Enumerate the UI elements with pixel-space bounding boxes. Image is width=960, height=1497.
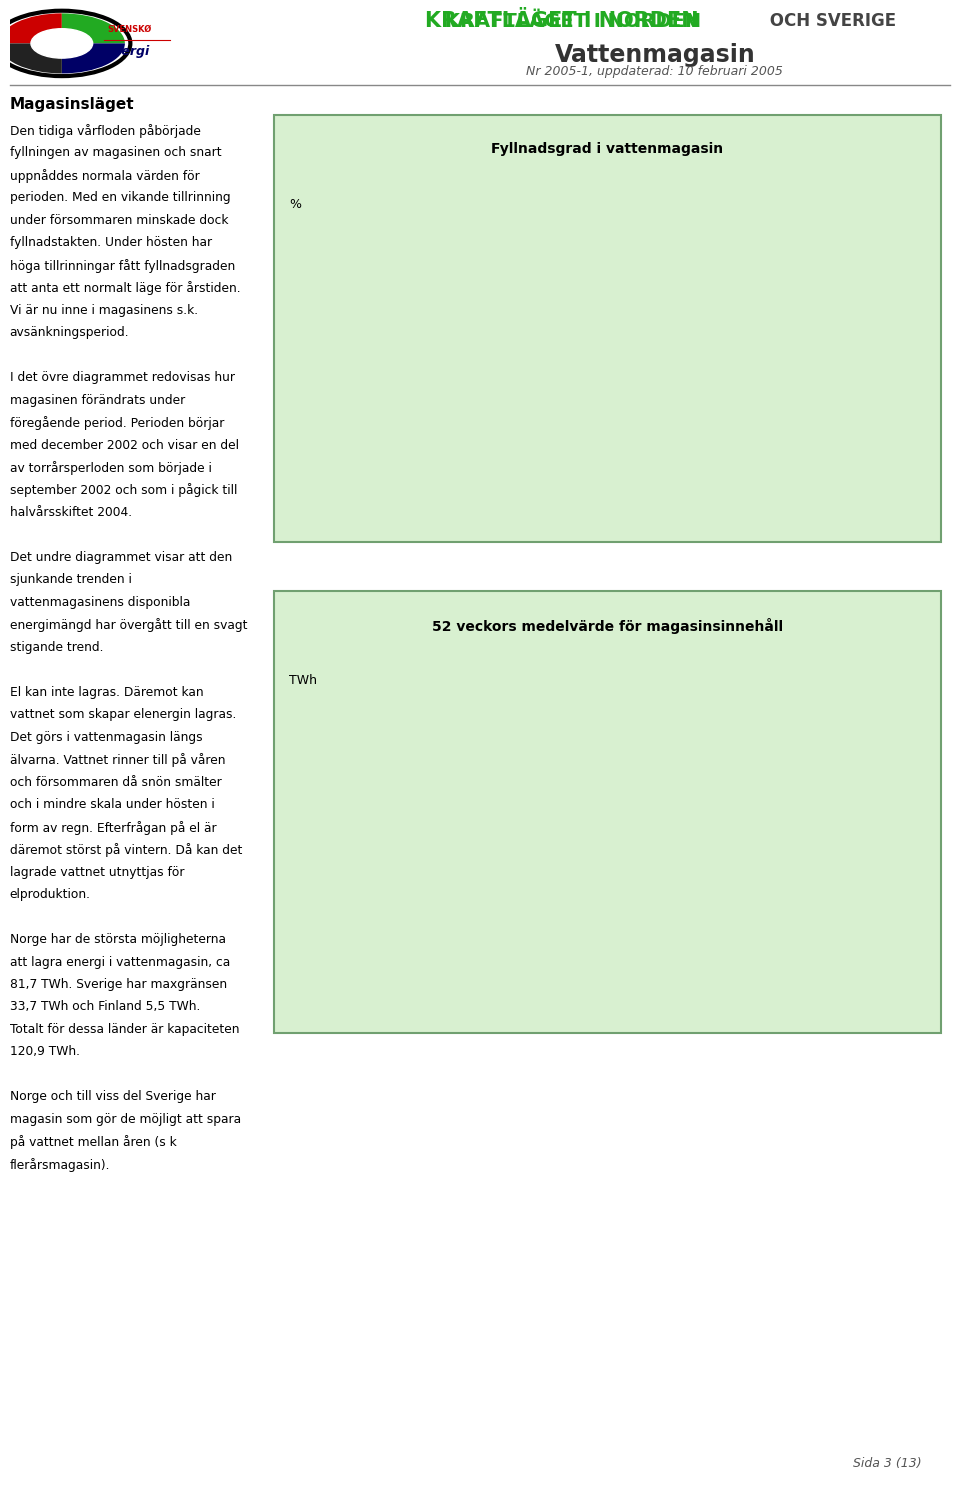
Text: Innevarande period, Norden: Innevarande period, Norden: [586, 799, 732, 810]
Text: I det övre diagrammet redovisas hur: I det övre diagrammet redovisas hur: [10, 371, 234, 385]
Text: halvårsskiftet 2004.: halvårsskiftet 2004.: [10, 506, 132, 519]
Text: fyllnadstakten. Under hösten har: fyllnadstakten. Under hösten har: [10, 237, 212, 250]
Text: och försommaren då snön smälter: och försommaren då snön smälter: [10, 775, 222, 789]
Text: älvarna. Vattnet rinner till på våren: älvarna. Vattnet rinner till på våren: [10, 753, 225, 768]
Text: KRAFTLÄGET I NORDEN OCH SVERIGE: KRAFTLÄGET I NORDEN OCH SVERIGE: [372, 10, 751, 28]
Text: att lagra energi i vattenmagasin, ca: att lagra energi i vattenmagasin, ca: [10, 955, 229, 969]
Text: energi: energi: [105, 45, 150, 58]
Text: höga tillrinningar fått fyllnadsgraden: höga tillrinningar fått fyllnadsgraden: [10, 259, 235, 272]
Text: Fyllnadsgrad i vattenmagasin: Fyllnadsgrad i vattenmagasin: [492, 142, 723, 156]
Text: Medel: Medel: [675, 392, 706, 403]
Text: stigande trend.: stigande trend.: [10, 641, 103, 654]
Text: El kan inte lagras. Däremot kan: El kan inte lagras. Däremot kan: [10, 686, 204, 699]
Text: avsänkningsperiod.: avsänkningsperiod.: [10, 326, 130, 340]
Text: SVENSKØ: SVENSKØ: [108, 25, 152, 34]
Text: föregående period. Perioden börjar: föregående period. Perioden börjar: [10, 416, 224, 430]
Text: magasin som gör de möjligt att spara: magasin som gör de möjligt att spara: [10, 1112, 241, 1126]
Text: Innevarande period, Sverige: Innevarande period, Sverige: [586, 852, 733, 862]
Text: Max - min, 1995 -: Max - min, 1995 -: [675, 377, 766, 388]
Text: Det görs i vattenmagasin längs: Det görs i vattenmagasin längs: [10, 731, 203, 744]
Text: 52 veckors medelvärde för magasinsinnehåll: 52 veckors medelvärde för magasinsinnehå…: [432, 618, 782, 635]
Text: Vattenmagasin: Vattenmagasin: [555, 43, 756, 67]
Text: lagrade vattnet utnyttjas för: lagrade vattnet utnyttjas för: [10, 865, 184, 879]
Text: med december 2002 och visar en del: med december 2002 och visar en del: [10, 439, 239, 452]
Text: 120,9 TWh.: 120,9 TWh.: [10, 1045, 80, 1058]
Text: KRAFTLÄGET I NORDEN: KRAFTLÄGET I NORDEN: [444, 12, 701, 31]
Text: fyllningen av magasinen och snart: fyllningen av magasinen och snart: [10, 147, 221, 159]
Text: Vi är nu inne i magasinens s.k.: Vi är nu inne i magasinens s.k.: [10, 304, 198, 317]
Text: Innevarande period, Norden: Innevarande period, Norden: [675, 406, 822, 415]
Text: Norge och till viss del Sverige har: Norge och till viss del Sverige har: [10, 1090, 215, 1103]
Text: vattenmagasinens disponibla: vattenmagasinens disponibla: [10, 596, 190, 609]
Text: OCH SVERIGE: OCH SVERIGE: [764, 12, 896, 30]
Text: %: %: [289, 198, 301, 211]
Text: Magasinsläget: Magasinsläget: [10, 97, 134, 112]
Wedge shape: [0, 43, 61, 73]
Text: Nr 2005-1, uppdaterad: 10 februari 2005: Nr 2005-1, uppdaterad: 10 februari 2005: [526, 64, 783, 78]
Text: flerårsmagasin).: flerårsmagasin).: [10, 1157, 110, 1172]
Text: Föregående period, Norden: Föregående period, Norden: [675, 416, 817, 428]
Text: perioden. Med en vikande tillrinning: perioden. Med en vikande tillrinning: [10, 192, 230, 204]
Wedge shape: [0, 13, 61, 43]
FancyBboxPatch shape: [624, 374, 665, 391]
Text: form av regn. Efterfrågan på el är: form av regn. Efterfrågan på el är: [10, 820, 216, 835]
Text: av torrårsperloden som började i: av torrårsperloden som började i: [10, 461, 211, 475]
Text: Sida 3 (13): Sida 3 (13): [853, 1457, 922, 1470]
Text: under försommaren minskade dock: under försommaren minskade dock: [10, 214, 228, 226]
Text: elproduktion.: elproduktion.: [10, 888, 90, 901]
Text: och i mindre skala under hösten i: och i mindre skala under hösten i: [10, 798, 214, 811]
Text: på vattnet mellan åren (s k: på vattnet mellan åren (s k: [10, 1135, 177, 1150]
Text: uppnåddes normala värden för: uppnåddes normala värden för: [10, 169, 200, 183]
Text: magasinen förändrats under: magasinen förändrats under: [10, 394, 185, 407]
Text: TWh: TWh: [289, 674, 317, 687]
Text: Föregående period, Sverige: Föregående period, Sverige: [586, 877, 730, 889]
Text: 81,7 TWh. Sverige har maxgränsen: 81,7 TWh. Sverige har maxgränsen: [10, 978, 227, 991]
Text: Det undre diagrammet visar att den: Det undre diagrammet visar att den: [10, 551, 232, 564]
Text: Föregående period, Norden: Föregående period, Norden: [586, 825, 728, 837]
Text: Den tidiga vårfloden påbörjade: Den tidiga vårfloden påbörjade: [10, 124, 201, 138]
Text: vattnet som skapar elenergin lagras.: vattnet som skapar elenergin lagras.: [10, 708, 236, 722]
Text: KRAFTLÄGET I NORDEN: KRAFTLÄGET I NORDEN: [424, 10, 699, 31]
Circle shape: [31, 28, 93, 58]
Text: 33,7 TWh och Finland 5,5 TWh.: 33,7 TWh och Finland 5,5 TWh.: [10, 1000, 200, 1013]
Text: däremot störst på vintern. Då kan det: däremot störst på vintern. Då kan det: [10, 843, 242, 858]
Text: sjunkande trenden i: sjunkande trenden i: [10, 573, 132, 587]
Text: september 2002 och som i pågick till: september 2002 och som i pågick till: [10, 484, 237, 497]
Text: att anta ett normalt läge för årstiden.: att anta ett normalt läge för årstiden.: [10, 281, 240, 295]
Wedge shape: [61, 13, 125, 43]
Text: energimängd har övergått till en svagt: energimängd har övergått till en svagt: [10, 618, 247, 632]
Text: Totalt för dessa länder är kapaciteten: Totalt för dessa länder är kapaciteten: [10, 1022, 239, 1036]
Wedge shape: [61, 43, 125, 73]
Text: Norge har de största möjligheterna: Norge har de största möjligheterna: [10, 933, 226, 946]
